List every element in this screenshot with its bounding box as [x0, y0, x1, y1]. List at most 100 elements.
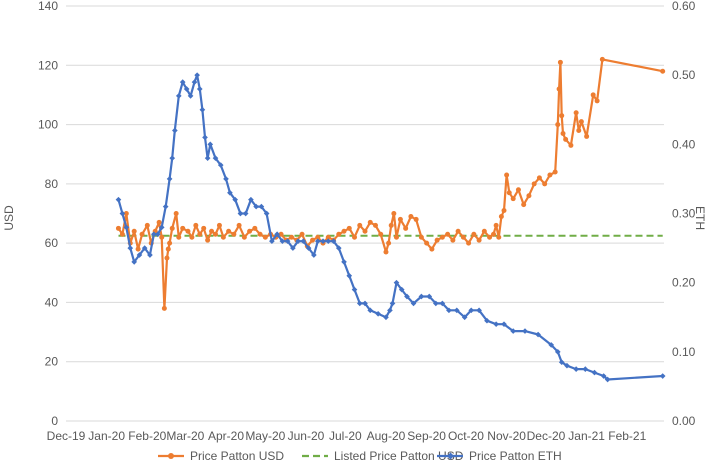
data-point — [115, 196, 122, 203]
data-point — [476, 237, 482, 243]
data-point — [547, 172, 553, 178]
y-axis-title: USD — [2, 205, 16, 231]
data-point — [531, 181, 537, 187]
data-point — [341, 228, 347, 234]
data-point — [252, 225, 258, 231]
data-point — [446, 307, 452, 314]
data-point — [159, 234, 165, 240]
data-point — [460, 234, 466, 240]
y2-axis-title: ETH — [693, 206, 707, 230]
y-tick-label: 120 — [38, 58, 58, 72]
data-point — [387, 307, 393, 314]
y-tick-label: 40 — [45, 295, 59, 309]
y-tick-label: 80 — [45, 177, 59, 191]
data-point — [351, 286, 358, 293]
data-point — [439, 300, 446, 307]
data-point — [162, 203, 169, 210]
data-point — [123, 211, 129, 216]
data-point — [290, 245, 296, 251]
data-point — [468, 307, 475, 314]
data-point — [563, 136, 569, 142]
data-point — [119, 231, 125, 237]
data-point — [248, 196, 254, 203]
data-point — [315, 234, 321, 240]
data-point — [375, 310, 381, 317]
data-point — [284, 238, 291, 244]
data-point — [393, 234, 399, 240]
data-point — [164, 255, 170, 261]
data-point — [564, 362, 570, 369]
data-point — [295, 238, 301, 244]
data-point — [393, 279, 400, 286]
legend-label: Price Patton USD — [190, 449, 284, 463]
data-point — [556, 86, 562, 92]
y-tick-label: 20 — [45, 355, 59, 369]
data-point — [169, 155, 176, 161]
data-point — [131, 228, 137, 234]
data-point — [498, 213, 504, 219]
data-point — [445, 231, 451, 237]
data-point — [504, 172, 510, 178]
data-point — [439, 234, 445, 240]
data-point — [127, 245, 134, 251]
data-point — [362, 300, 368, 307]
data-point — [559, 113, 565, 119]
data-point — [352, 234, 358, 240]
data-point — [408, 213, 414, 219]
data-point — [217, 162, 224, 168]
x-tick-label: Oct-20 — [448, 429, 484, 443]
data-point — [310, 237, 316, 243]
data-point — [418, 234, 424, 240]
data-point — [197, 231, 203, 237]
data-point — [300, 238, 307, 244]
data-point — [257, 231, 263, 237]
right-axis-ticks: 0.00 0.10 0.20 0.30 0.40 0.50 0.60 — [672, 0, 696, 428]
data-point — [515, 187, 521, 193]
data-point — [568, 142, 574, 148]
data-point — [202, 134, 208, 141]
data-point — [403, 225, 409, 231]
data-point — [432, 300, 439, 307]
data-point — [413, 216, 419, 222]
data-point — [169, 225, 175, 231]
data-point — [147, 252, 153, 258]
data-point — [187, 93, 194, 99]
data-point — [471, 231, 477, 237]
data-point — [388, 222, 394, 228]
data-point — [213, 231, 218, 237]
data-point — [455, 228, 461, 234]
data-point — [410, 300, 417, 307]
data-point — [493, 222, 499, 228]
data-point — [180, 225, 186, 231]
data-point — [510, 328, 517, 334]
data-point — [389, 300, 396, 307]
data-point — [372, 222, 378, 228]
data-point — [383, 314, 389, 321]
data-point — [167, 240, 173, 246]
data-point — [216, 222, 222, 228]
data-point — [555, 122, 561, 128]
data-point — [242, 210, 249, 217]
data-point — [383, 249, 389, 255]
data-point — [466, 240, 472, 246]
data-point — [481, 228, 487, 234]
data-point — [151, 231, 157, 238]
data-point — [173, 211, 179, 216]
data-point — [398, 286, 405, 293]
data-point — [493, 321, 499, 327]
y-tick-label: 140 — [38, 0, 58, 13]
data-point — [154, 231, 161, 238]
data-point — [115, 225, 121, 231]
data-point — [299, 231, 305, 237]
y2-tick-label: 0.00 — [672, 414, 696, 428]
gridlines — [66, 5, 664, 363]
data-point — [123, 224, 130, 231]
data-point — [237, 210, 244, 217]
data-point — [194, 72, 200, 78]
data-point — [535, 331, 541, 338]
legend-item: Price Patton USD — [158, 449, 284, 463]
x-tick-label: Mar-20 — [166, 429, 204, 443]
data-point — [582, 366, 589, 372]
data-point — [341, 259, 347, 265]
